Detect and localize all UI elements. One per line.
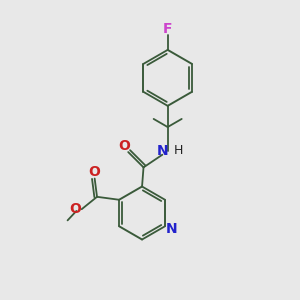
Text: N: N: [166, 222, 177, 236]
Text: H: H: [173, 144, 183, 157]
Text: O: O: [119, 139, 130, 153]
Text: O: O: [69, 202, 81, 216]
Text: N: N: [157, 144, 168, 158]
Text: O: O: [89, 165, 100, 179]
Text: F: F: [163, 22, 172, 36]
